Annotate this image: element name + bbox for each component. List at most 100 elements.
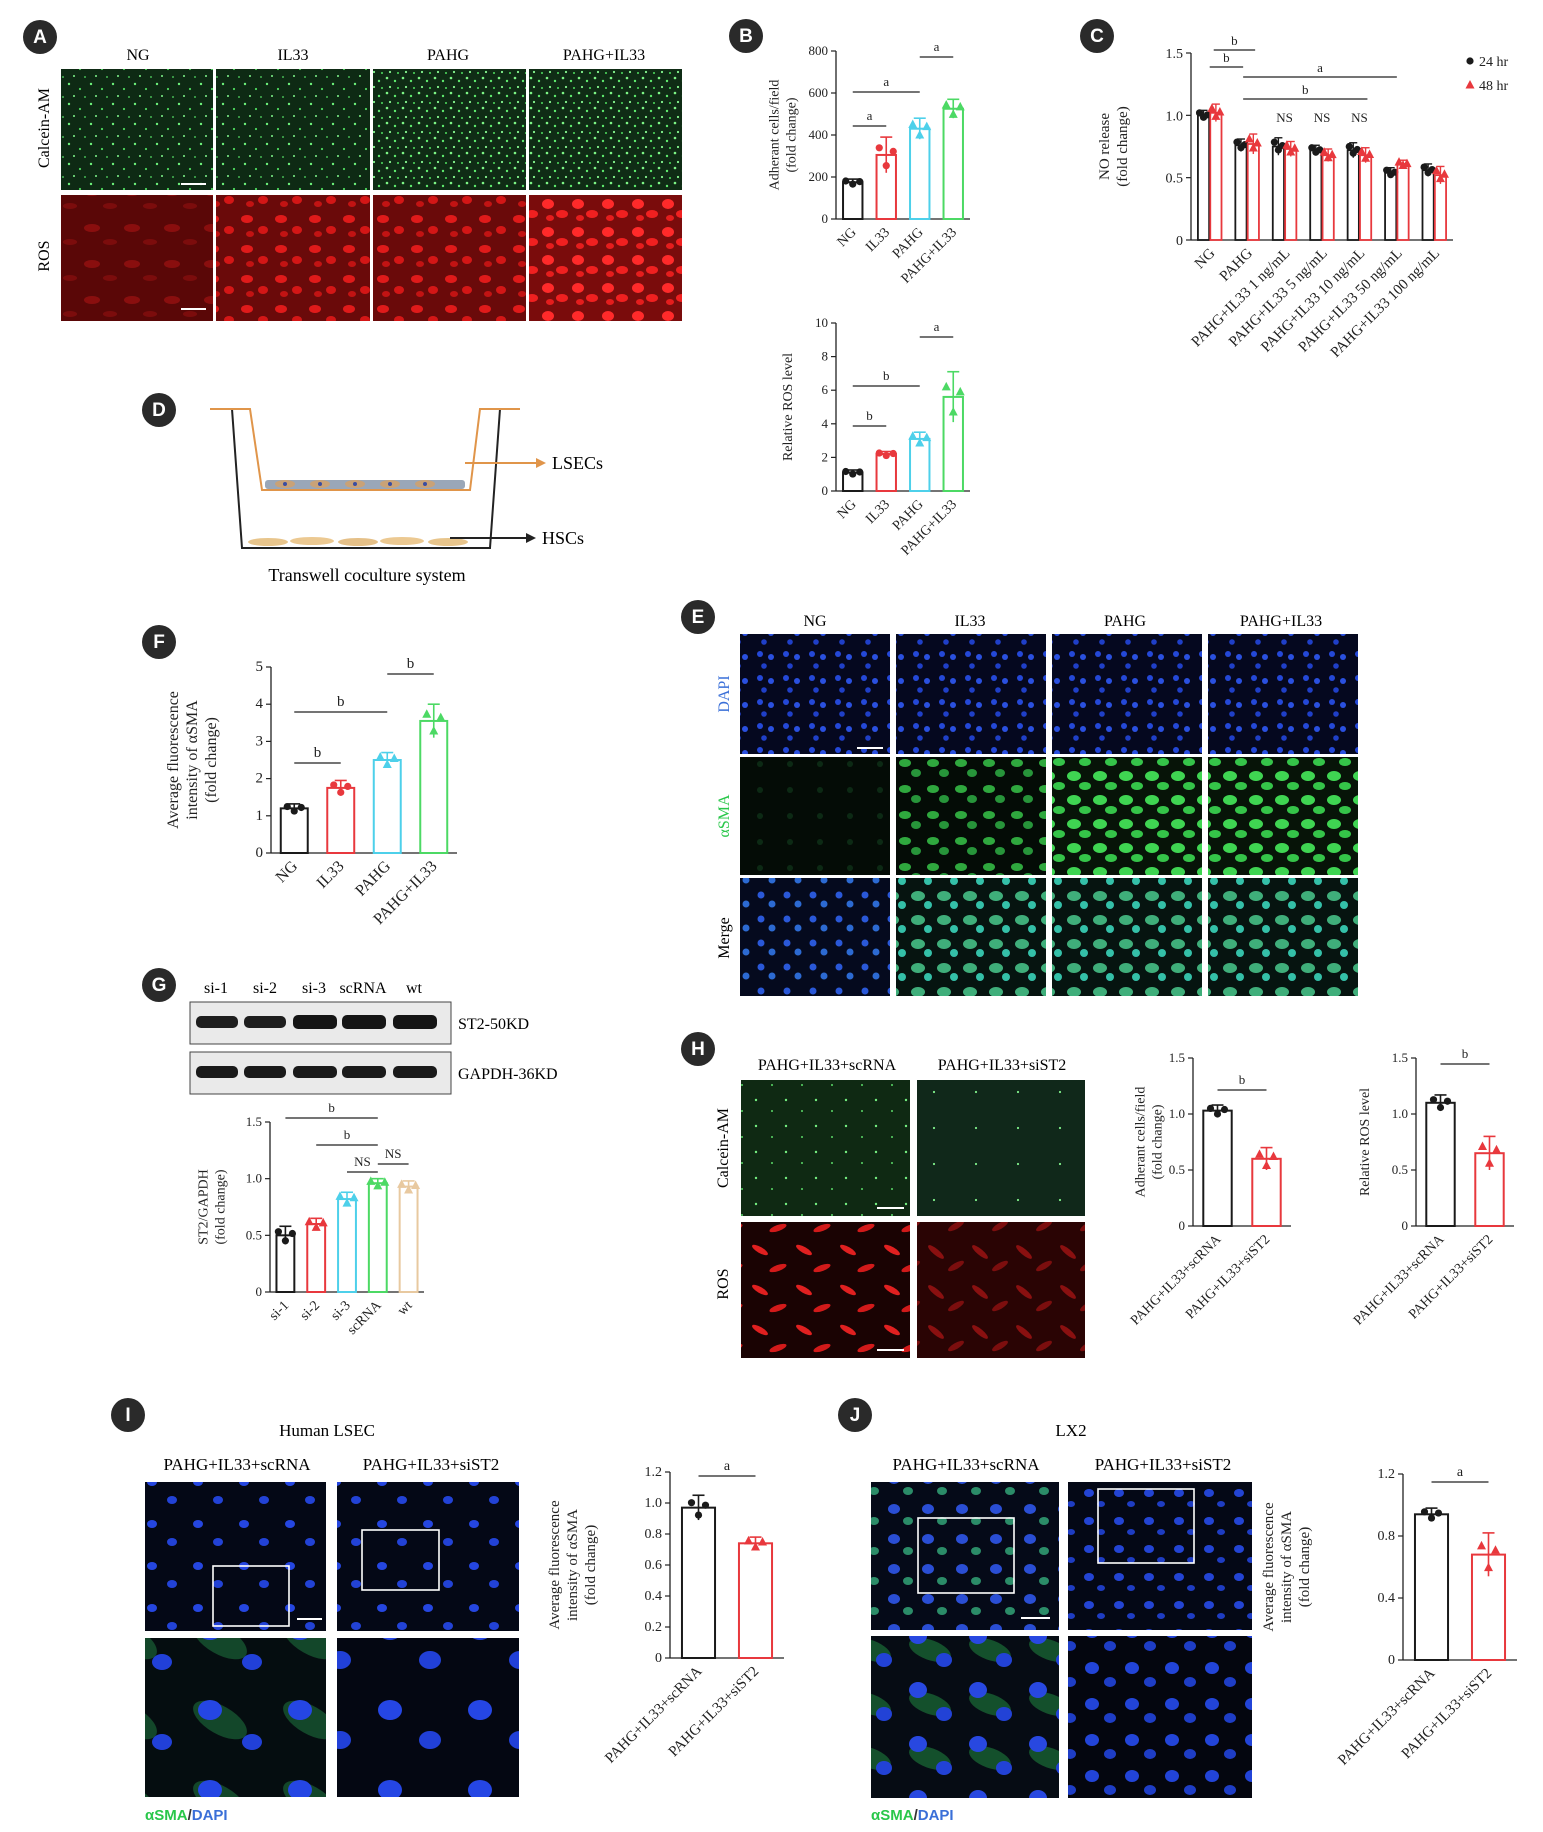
bar [1309,149,1323,241]
y-tick-label: 600 [809,85,829,100]
significance-label: b [328,1100,335,1115]
y-tick-label: 0 [1402,1218,1409,1233]
bar [1202,1109,1233,1228]
x-tick-label: PAHG+IL33+siST2 [1183,1232,1273,1322]
data-point [842,177,850,185]
panel-a: NG IL33 PAHG PAHG+IL33 Calcein-AM ROS [36,47,682,321]
y-tick-label: 0.5 [1166,172,1184,187]
x-tick-label: PAHG [352,857,394,899]
data-point [922,121,932,131]
micrograph-e-dapi-ng [740,634,890,754]
panel-i-col-scrna: PAHG+IL33+scRNA [164,1455,312,1474]
bar [942,107,964,220]
significance-label: NS [1314,110,1331,125]
micrograph-a-ros-pahg-il33 [529,195,682,321]
data-point [948,407,958,416]
bar [1234,144,1248,241]
data-point [1391,168,1399,176]
y-tick-label: 10 [815,315,828,330]
hsc-arrowhead [526,533,536,543]
data-point [1484,1562,1493,1572]
y-axis-label: Average fluorescence [165,691,182,829]
y-axis-label: Adherant cells/field [1134,1087,1149,1198]
panel-j-title: LX2 [1055,1421,1086,1440]
diagram-caption: Transwell coculture system [268,565,465,585]
band [244,1016,286,1028]
y-tick-label: 1.5 [246,1114,262,1129]
micrograph-h-calcein-scrna [741,1080,910,1216]
bar [337,1198,357,1293]
bar [1421,169,1435,241]
data-point [335,1191,345,1200]
data-point [1248,142,1258,152]
y-axis-label: (fold change) [214,1169,229,1244]
data-point [436,712,446,722]
micrograph-e-dapi-il33 [896,634,1046,754]
panel-i-title: Human LSEC [279,1421,375,1440]
x-tick-label: PAHG+IL33+siST2 [1406,1232,1496,1322]
y-tick-label: 0.5 [1169,1162,1185,1177]
data-point [955,386,965,396]
zoom-box [361,1529,440,1591]
outer-well [231,408,501,549]
panel-j-col-sist2: PAHG+IL33+siST2 [1095,1455,1232,1474]
y-tick-label: 4 [256,696,264,712]
data-point [744,1535,753,1545]
data-point [948,109,958,118]
y-tick-label: 1.0 [246,1171,262,1186]
x-tick-label: si-2 [298,1298,323,1323]
svg-text:I: I [125,1405,130,1426]
panel-i-col-sist2: PAHG+IL33+siST2 [363,1455,500,1474]
data-point [875,144,883,152]
svg-text:F: F [153,632,165,653]
panel-letter-h: H [681,1032,715,1066]
y-axis-label-group: NO release (fold change) [1097,106,1131,186]
y-tick-label: 0.4 [645,1589,663,1604]
data-point [1323,152,1333,162]
y-axis-label: Adherant cells/field [768,80,783,191]
band [196,1016,238,1028]
band [196,1066,238,1078]
bar [1425,1101,1456,1228]
data-point [1213,1110,1222,1118]
significance-label: b [1462,1046,1469,1061]
y-axis-label: Average fluorescence [547,1500,563,1630]
y-axis-label-group: Average fluorescence intensity of αSMA (fo… [1261,1502,1313,1632]
y-axis-label: Relative ROS level [1358,1088,1373,1196]
data-point [908,119,918,128]
x-tick-label: PAHG+IL33+scRNA [1351,1232,1448,1329]
x-tick-label: wt [395,1298,416,1319]
data-point [1269,1151,1278,1161]
bar [909,127,931,220]
hsc-cells [248,537,468,546]
data-point [751,1542,760,1551]
x-tick-label: NG [1192,245,1219,272]
data-point [342,1198,352,1207]
data-point [422,709,432,718]
bar [279,807,309,854]
band [393,1015,437,1029]
panel-a-col-pahg: PAHG [427,47,470,64]
bar [875,453,897,493]
panel-e-row-sma: αSMA [716,794,733,838]
significance-label: a [934,319,940,334]
bar [909,437,931,493]
x-tick-label: si-3 [328,1298,353,1323]
y-tick-label: 1.2 [645,1465,663,1480]
micrograph-e-merge-pahg [1052,878,1202,996]
legend-label: 48 hr [1479,79,1509,94]
svg-text:A: A [33,27,47,48]
y-tick-label: 1.5 [1166,47,1184,62]
data-point [337,788,345,796]
y-tick-label: 0 [256,1284,263,1299]
panel-a-col-ng: NG [126,47,150,64]
significance-label: b [344,1127,351,1142]
data-point [955,101,965,111]
x-tick-label: NG [835,497,860,522]
data-point [1203,111,1212,119]
significance-label: b [407,656,415,672]
lsec-arrowhead [536,458,546,468]
panel-letter-a: A [23,20,57,54]
y-tick-label: 0 [822,211,829,226]
